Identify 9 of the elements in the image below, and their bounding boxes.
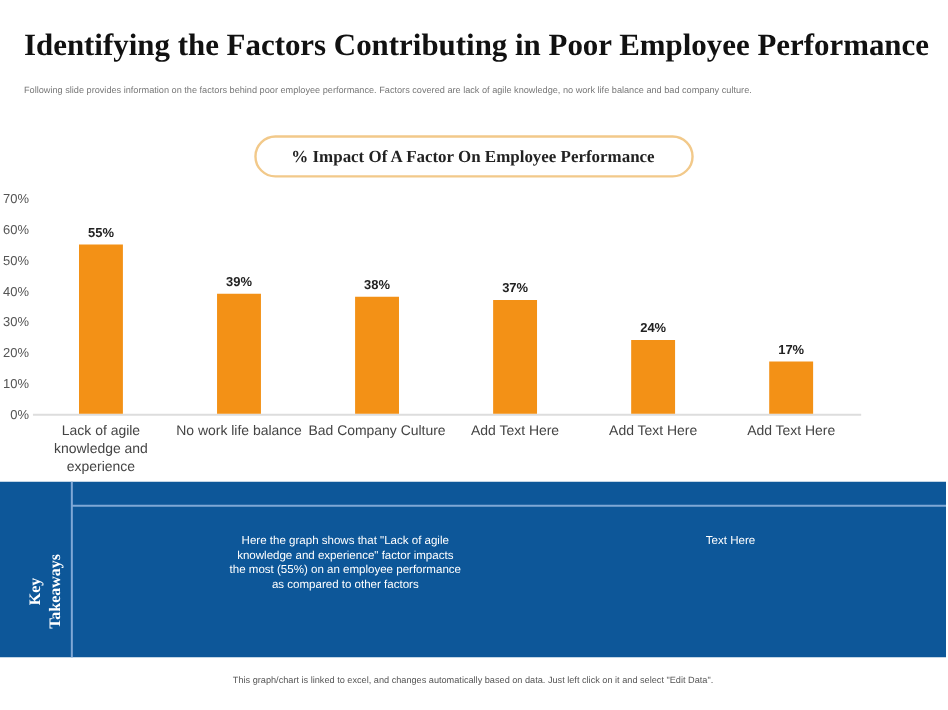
bar bbox=[631, 339, 676, 414]
text: Key Takeaways bbox=[25, 554, 64, 629]
text: % Impact Of A Factor On Employee Performance bbox=[291, 146, 656, 167]
bar bbox=[769, 361, 814, 414]
bar bbox=[79, 244, 123, 414]
bar bbox=[217, 293, 261, 414]
bar bbox=[355, 296, 399, 414]
chart-title: Identifying the Factors Contributing in Poor Employee Performance bbox=[23, 28, 930, 63]
bar bbox=[493, 299, 538, 414]
